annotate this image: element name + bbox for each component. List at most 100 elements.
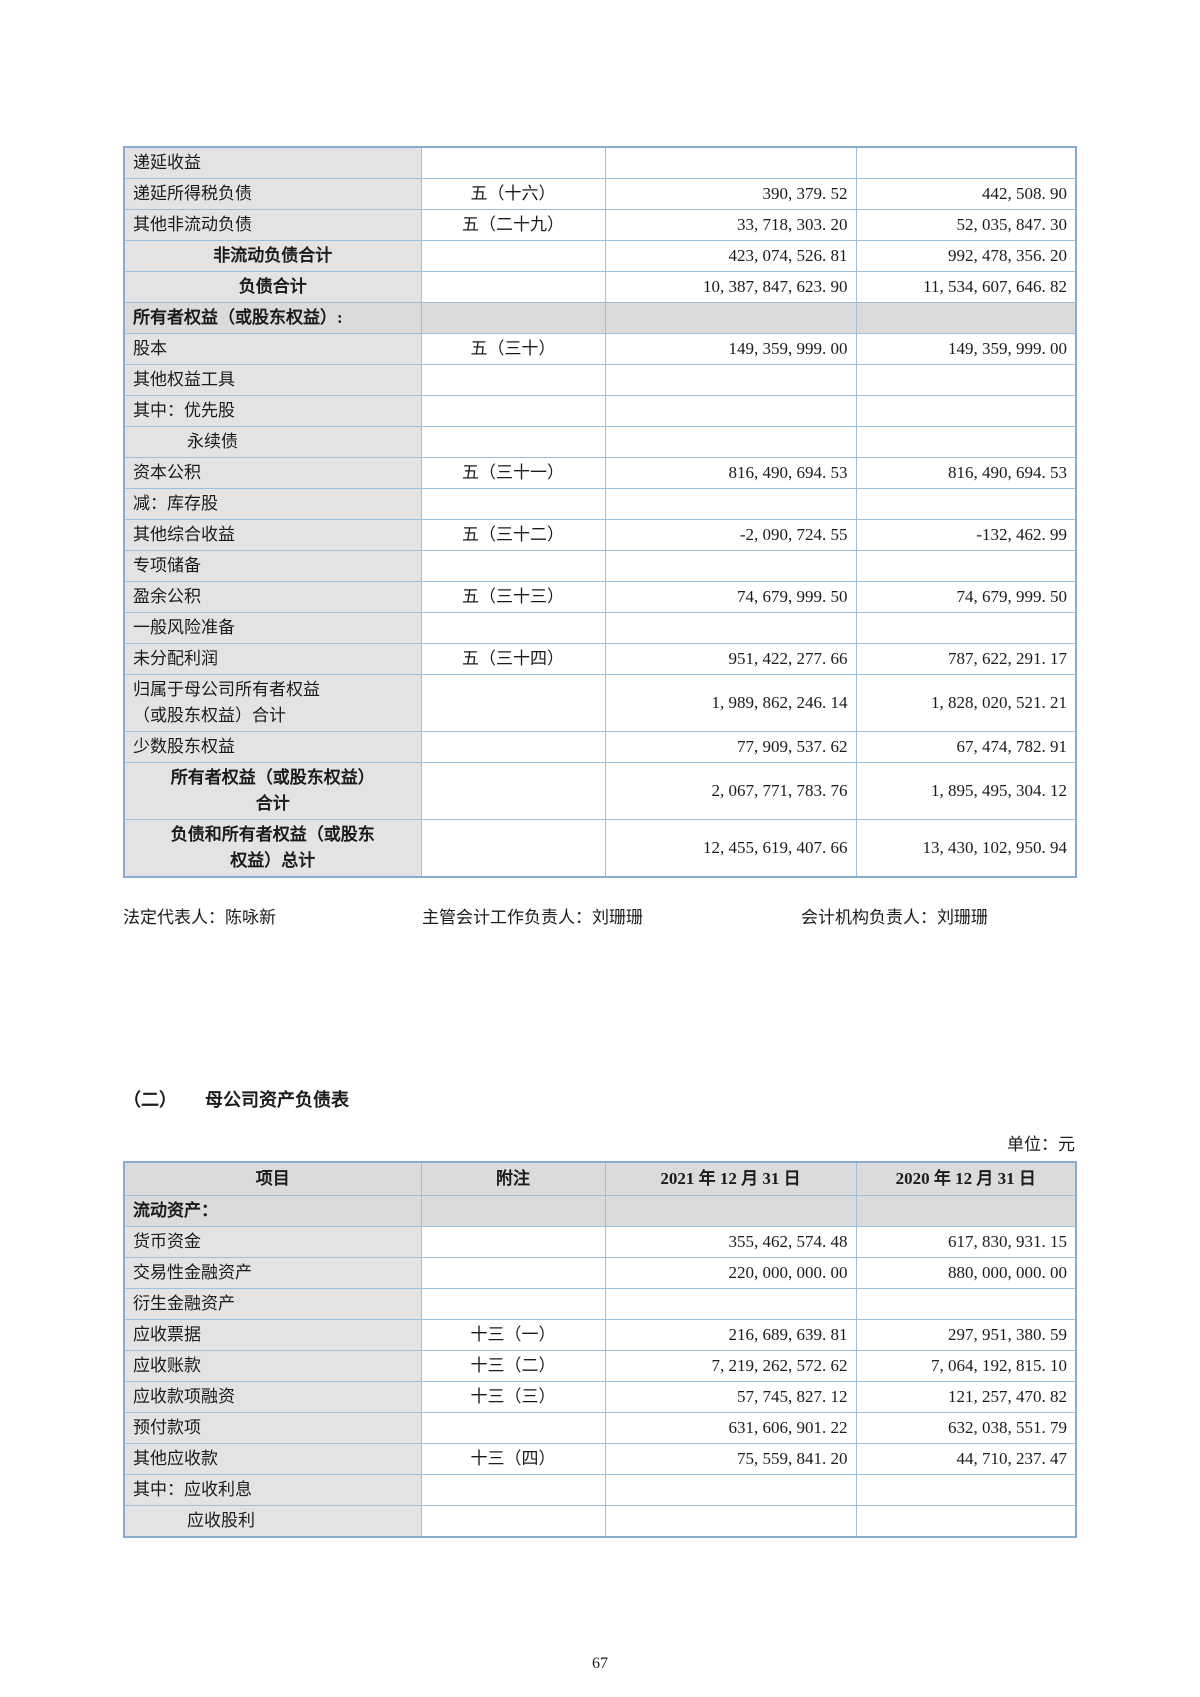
row-item-label: 资本公积 (123, 457, 422, 489)
row-note: 十三（一） (420, 1319, 606, 1351)
unit-label: 单位：元 (1007, 1135, 1075, 1154)
table-row: 其中：应收利息 (123, 1474, 1077, 1506)
row-value-2021 (604, 146, 857, 179)
row-note (420, 1412, 606, 1444)
row-item-label: 货币资金 (123, 1226, 422, 1258)
row-note (420, 240, 606, 272)
row-value-2021 (604, 395, 857, 427)
liabilities-equity-table-body: 递延收益 递延所得税负债 五（十六） 390, 379. 52 442, 508. 90… (123, 146, 1077, 878)
parent-balance-sheet-table-body: 流动资产： 货币资金 355, 462, 574. 48 617, 830, 931.… (123, 1195, 1077, 1538)
table-row: 其他综合收益 五（三十二） -2, 090, 724. 55 -132, 462. 9… (123, 519, 1077, 551)
table-row: 应收股利 (123, 1505, 1077, 1538)
row-note (420, 762, 606, 820)
row-note (420, 488, 606, 520)
row-value-2020: 44, 710, 237. 47 (855, 1443, 1077, 1475)
row-item-label: 未分配利润 (123, 643, 422, 675)
row-item-label: 其他综合收益 (123, 519, 422, 551)
row-note (420, 1226, 606, 1258)
row-note: 五（三十二） (420, 519, 606, 551)
row-value-2020 (855, 1288, 1077, 1320)
row-item-label: 流动资产： (123, 1195, 422, 1227)
row-value-2020: 1, 828, 020, 521. 21 (855, 674, 1077, 732)
row-item-label: 所有者权益（或股东权益） 合计 (123, 762, 422, 820)
row-value-2021 (604, 426, 857, 458)
row-item-label: 应收票据 (123, 1319, 422, 1351)
row-value-2021: 7, 219, 262, 572. 62 (604, 1350, 857, 1382)
row-item-label: 衍生金融资产 (123, 1288, 422, 1320)
table-row: 股本 五（三十） 149, 359, 999. 00 149, 359, 999. 0… (123, 333, 1077, 365)
section-heading: （二） 母公司资产负债表 (123, 1086, 1075, 1112)
row-value-2020 (855, 488, 1077, 520)
row-value-2021: 951, 422, 277. 66 (604, 643, 857, 675)
row-value-2021 (604, 488, 857, 520)
row-value-2021: 423, 074, 526. 81 (604, 240, 857, 272)
row-value-2020 (855, 426, 1077, 458)
chief-accounting-officer: 主管会计工作负责人：刘珊珊 (422, 908, 643, 927)
row-note (420, 302, 606, 334)
row-note (420, 1474, 606, 1506)
table-row: 衍生金融资产 (123, 1288, 1077, 1320)
table-row: 递延所得税负债 五（十六） 390, 379. 52 442, 508. 90 (123, 178, 1077, 210)
page-content: 递延收益 递延所得税负债 五（十六） 390, 379. 52 442, 508. 90… (123, 146, 1077, 1538)
row-value-2021 (604, 364, 857, 396)
row-value-2021: -2, 090, 724. 55 (604, 519, 857, 551)
row-value-2021: 2, 067, 771, 783. 76 (604, 762, 857, 820)
row-note: 五（三十三） (420, 581, 606, 613)
table-row: 其他应收款 十三（四） 75, 559, 841. 20 44, 710, 237. … (123, 1443, 1077, 1475)
row-value-2020: 121, 257, 470. 82 (855, 1381, 1077, 1413)
table-row: 应收票据 十三（一） 216, 689, 639. 81 297, 951, 380.… (123, 1319, 1077, 1351)
row-note: 五（三十四） (420, 643, 606, 675)
row-note (420, 550, 606, 582)
row-value-2021: 33, 718, 303. 20 (604, 209, 857, 241)
table-row: 其他非流动负债 五（二十九） 33, 718, 303. 20 52, 035, 84… (123, 209, 1077, 241)
row-note: 十三（四） (420, 1443, 606, 1475)
row-value-2021: 355, 462, 574. 48 (604, 1226, 857, 1258)
row-item-label: 预付款项 (123, 1412, 422, 1444)
table-row: 应收账款 十三（二） 7, 219, 262, 572. 62 7, 064, 192… (123, 1350, 1077, 1382)
row-value-2020: 297, 951, 380. 59 (855, 1319, 1077, 1351)
row-value-2020 (855, 1474, 1077, 1506)
row-value-2021: 216, 689, 639. 81 (604, 1319, 857, 1351)
row-value-2020: 11, 534, 607, 646. 82 (855, 271, 1077, 303)
row-note (420, 1505, 606, 1538)
table-row: 流动资产： (123, 1195, 1077, 1227)
row-item-label: 负债合计 (123, 271, 422, 303)
row-value-2021: 74, 679, 999. 50 (604, 581, 857, 613)
row-value-2020 (855, 1195, 1077, 1227)
row-value-2020: 816, 490, 694. 53 (855, 457, 1077, 489)
header-2020-date: 2020 年 12 月 31 日 (855, 1161, 1077, 1196)
table-row: 一般风险准备 (123, 612, 1077, 644)
row-item-label: 非流动负债合计 (123, 240, 422, 272)
row-value-2020 (855, 395, 1077, 427)
table-row: 负债和所有者权益（或股东 权益）总计 12, 455, 619, 407. 66 1… (123, 819, 1077, 878)
row-value-2020: 74, 679, 999. 50 (855, 581, 1077, 613)
row-note: 五（三十一） (420, 457, 606, 489)
row-value-2020 (855, 1505, 1077, 1538)
row-note (420, 395, 606, 427)
header-note: 附注 (420, 1161, 606, 1196)
row-value-2021: 390, 379. 52 (604, 178, 857, 210)
row-value-2021 (604, 612, 857, 644)
row-note (420, 819, 606, 878)
row-value-2020 (855, 146, 1077, 179)
table-row: 资本公积 五（三十一） 816, 490, 694. 53 816, 490, 694… (123, 457, 1077, 489)
row-value-2021 (604, 1288, 857, 1320)
row-note (420, 731, 606, 763)
table-row: 所有者权益（或股东权益）: (123, 302, 1077, 334)
row-value-2020: -132, 462. 99 (855, 519, 1077, 551)
row-item-label: 其中：应收利息 (123, 1474, 422, 1506)
accounting-department-head: 会计机构负责人：刘珊珊 (801, 908, 988, 927)
row-note (420, 426, 606, 458)
row-item-label: 专项储备 (123, 550, 422, 582)
row-item-label: 永续债 (123, 426, 422, 458)
row-note (420, 271, 606, 303)
row-note: 五（十六） (420, 178, 606, 210)
row-note: 五（二十九） (420, 209, 606, 241)
header-item: 项目 (123, 1161, 422, 1196)
table-row: 归属于母公司所有者权益 （或股东权益）合计 1, 989, 862, 246. 1… (123, 674, 1077, 732)
row-item-label: 应收款项融资 (123, 1381, 422, 1413)
table-row: 未分配利润 五（三十四） 951, 422, 277. 66 787, 622, 29… (123, 643, 1077, 675)
table-row: 其他权益工具 (123, 364, 1077, 396)
table-row: 盈余公积 五（三十三） 74, 679, 999. 50 74, 679, 999. … (123, 581, 1077, 613)
